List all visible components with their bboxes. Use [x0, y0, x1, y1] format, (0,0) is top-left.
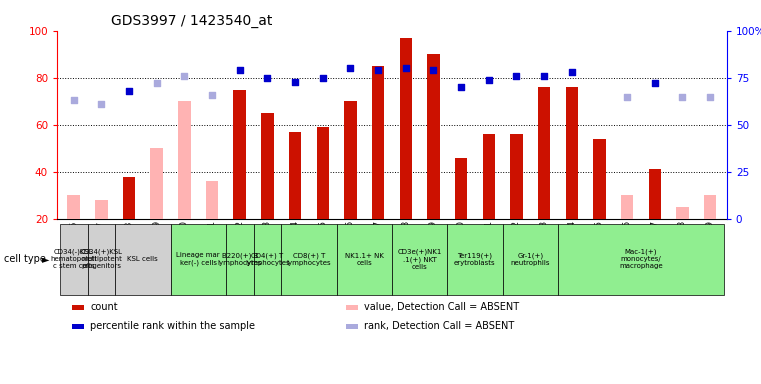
Text: cell type: cell type — [4, 254, 46, 264]
Bar — [538, 87, 550, 219]
Point — [428, 67, 440, 73]
Point — [344, 65, 356, 71]
Point — [455, 84, 467, 90]
Bar — [621, 195, 633, 219]
Point — [704, 93, 716, 99]
Bar — [455, 158, 467, 219]
Point — [677, 93, 689, 99]
Point — [123, 88, 135, 94]
Point — [68, 97, 80, 103]
Text: Gr-1(+)
neutrophils: Gr-1(+) neutrophils — [511, 252, 550, 266]
Point — [289, 78, 301, 84]
Bar — [261, 113, 274, 219]
Bar — [565, 87, 578, 219]
Text: ►: ► — [42, 254, 49, 264]
Bar — [68, 195, 80, 219]
Text: value, Detection Call = ABSENT: value, Detection Call = ABSENT — [365, 302, 519, 312]
Text: KSL cells: KSL cells — [128, 256, 158, 262]
Bar — [336, 224, 392, 295]
Bar — [392, 224, 447, 295]
Bar — [123, 177, 135, 219]
Point — [648, 80, 661, 86]
Text: count: count — [91, 302, 118, 312]
Point — [261, 74, 273, 81]
Point — [317, 74, 329, 81]
Text: CD3e(+)NK1
.1(+) NKT
cells: CD3e(+)NK1 .1(+) NKT cells — [397, 249, 442, 270]
Text: Lineage mar
ker(-) cells: Lineage mar ker(-) cells — [177, 252, 220, 266]
Text: B220(+) B
lymphocytes: B220(+) B lymphocytes — [218, 252, 262, 266]
Bar — [372, 66, 384, 219]
Bar — [170, 224, 226, 295]
Bar — [502, 224, 558, 295]
Text: rank, Detection Call = ABSENT: rank, Detection Call = ABSENT — [365, 321, 514, 331]
Point — [538, 73, 550, 79]
Bar — [317, 127, 329, 219]
Bar — [178, 101, 190, 219]
Point — [178, 73, 190, 79]
Bar — [226, 224, 253, 295]
Bar — [282, 224, 336, 295]
Bar — [648, 169, 661, 219]
Bar — [427, 54, 440, 219]
Point — [234, 67, 246, 73]
Bar — [234, 89, 246, 219]
Point — [400, 65, 412, 71]
Text: Ter119(+)
erytroblasts: Ter119(+) erytroblasts — [454, 252, 495, 266]
Bar — [115, 224, 170, 295]
Bar — [289, 132, 301, 219]
Bar — [400, 38, 412, 219]
Point — [95, 101, 107, 107]
Text: NK1.1+ NK
cells: NK1.1+ NK cells — [345, 253, 384, 266]
Text: percentile rank within the sample: percentile rank within the sample — [91, 321, 255, 331]
Bar — [558, 224, 724, 295]
Bar — [253, 224, 282, 295]
Text: CD34(+)KSL
multipotent
progenitors: CD34(+)KSL multipotent progenitors — [80, 249, 123, 270]
Text: CD4(+) T
lymphocytes: CD4(+) T lymphocytes — [245, 252, 290, 266]
Point — [151, 80, 163, 86]
Point — [511, 73, 523, 79]
Bar — [95, 200, 107, 219]
Point — [621, 93, 633, 99]
Bar — [704, 195, 716, 219]
Bar — [60, 224, 88, 295]
Bar — [205, 181, 218, 219]
Point — [206, 92, 218, 98]
Text: CD8(+) T
lymphocytes: CD8(+) T lymphocytes — [287, 252, 331, 266]
Bar — [482, 134, 495, 219]
Bar — [677, 207, 689, 219]
Bar — [594, 139, 606, 219]
Bar — [88, 224, 115, 295]
Bar — [344, 101, 357, 219]
Bar — [447, 224, 502, 295]
Point — [482, 76, 495, 83]
Bar — [151, 148, 163, 219]
Text: CD34(-)KSL
hematopoieti
c stem cells: CD34(-)KSL hematopoieti c stem cells — [50, 249, 97, 270]
Point — [372, 67, 384, 73]
Point — [565, 69, 578, 75]
Text: Mac-1(+)
monocytes/
macrophage: Mac-1(+) monocytes/ macrophage — [619, 249, 663, 270]
Bar — [510, 134, 523, 219]
Text: GDS3997 / 1423540_at: GDS3997 / 1423540_at — [110, 14, 272, 28]
